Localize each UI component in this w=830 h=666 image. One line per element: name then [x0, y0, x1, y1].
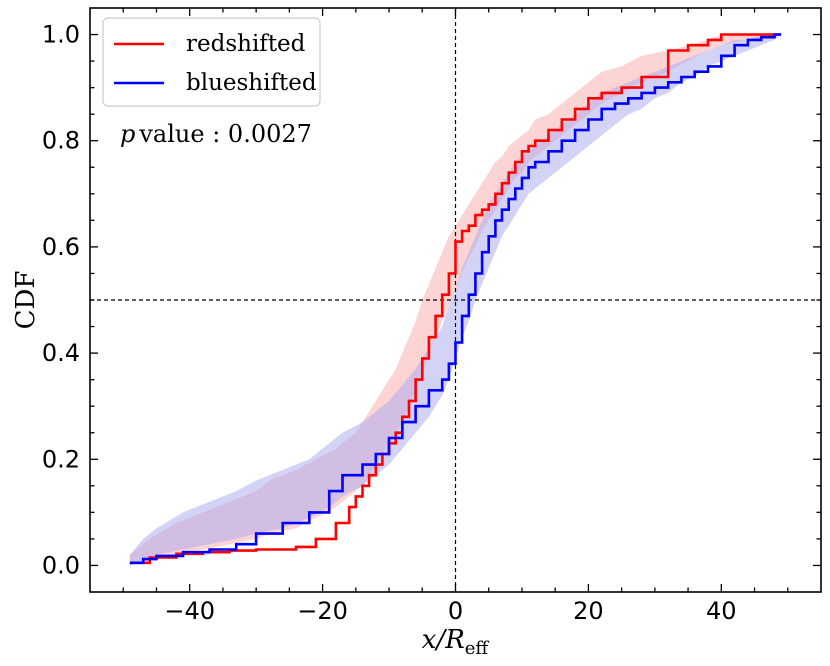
cdf-series-lines [129, 33, 782, 565]
y-tick-label: 0.6 [42, 233, 80, 261]
x-tick-label: 40 [706, 597, 737, 625]
y-tick-label: 1.0 [42, 21, 80, 49]
y-tick-label: 0.0 [42, 551, 80, 579]
p-value-annotation: p value : 0.0027 [120, 120, 312, 148]
y-tick-label: 0.4 [42, 339, 80, 367]
series-line-redshifted [129, 33, 782, 565]
x-axis-label-subscript: eff [465, 638, 490, 659]
p-value-text: value : 0.0027 [138, 120, 312, 148]
x-tick-label: −40 [164, 597, 215, 625]
legend-label-blueshifted: blueshifted [186, 70, 317, 96]
axis-tick-labels: −40 −20 0 20 40 0.0 0.2 0.4 0.6 0.8 1.0 [42, 21, 737, 625]
axis-ticks [90, 8, 821, 592]
x-tick-label: 0 [448, 597, 463, 625]
x-tick-label: −20 [297, 597, 348, 625]
y-axis-label: CDF [11, 271, 41, 330]
legend-label-redshifted: redshifted [186, 31, 306, 57]
series-line-blueshifted [129, 33, 782, 565]
y-tick-label: 0.2 [42, 445, 80, 473]
p-value-symbol: p [120, 120, 135, 148]
reference-lines [90, 8, 821, 592]
x-axis-label-main: x/R [422, 625, 465, 655]
x-tick-label: 20 [573, 597, 604, 625]
y-tick-label: 0.8 [42, 127, 80, 155]
legend: redshifted blueshifted [102, 17, 321, 107]
x-axis-label: x/Reff [422, 625, 490, 659]
